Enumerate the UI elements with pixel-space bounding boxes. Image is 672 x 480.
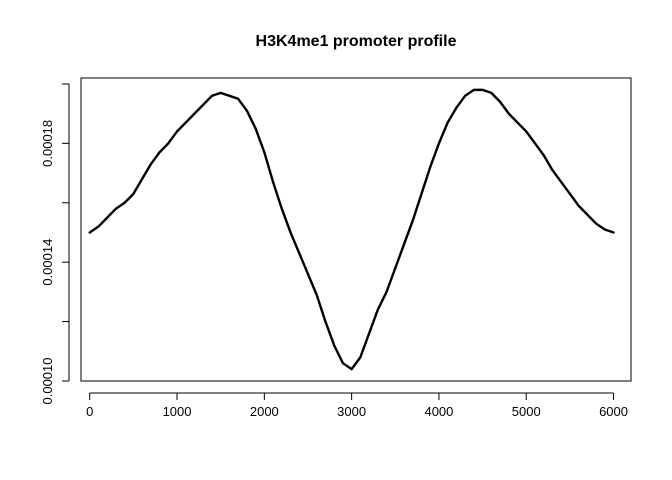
x-tick-label: 5000 [512,404,541,419]
y-tick-label: 0.00014 [40,239,55,286]
series-line-0 [88,88,615,371]
series-layer [88,88,615,371]
x-tick-label: 0 [86,404,93,419]
x-axis: 0 1000 2000 3000 4000 5000 6000 [86,392,628,419]
chart-title: H3K4me1 promoter profile [256,33,457,50]
x-tick-label: 4000 [424,404,453,419]
y-tick-label: 0.00018 [40,120,55,167]
y-tick-label: 0.00010 [40,358,55,405]
x-tick-label: 2000 [250,404,279,419]
x-tick-label: 1000 [163,404,192,419]
y-axis: 0.00010 0.00014 0.00018 [40,83,70,405]
plot-frame [80,77,632,382]
x-tick-label: 6000 [599,404,628,419]
x-tick-label: 3000 [337,404,366,419]
